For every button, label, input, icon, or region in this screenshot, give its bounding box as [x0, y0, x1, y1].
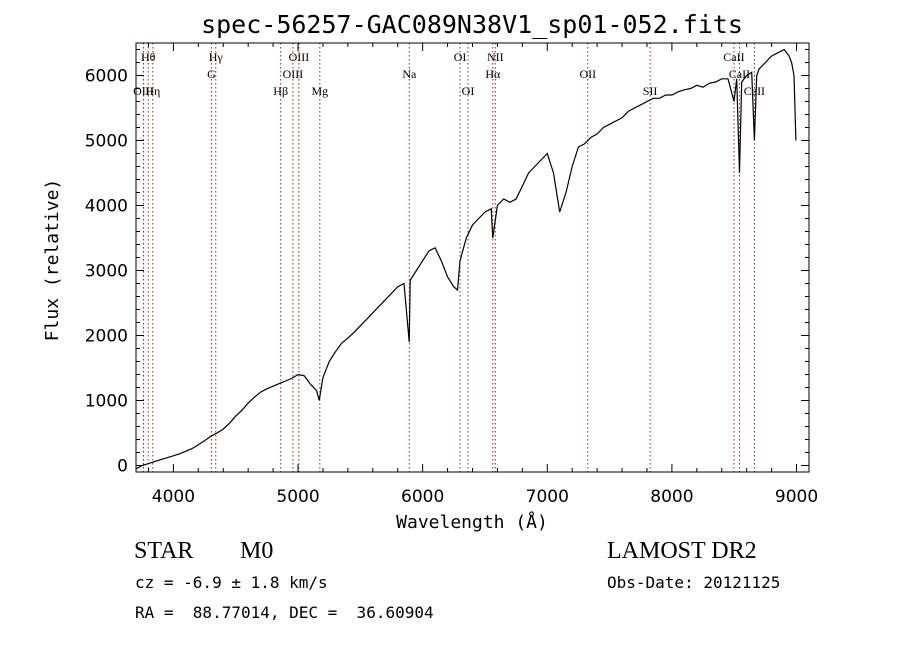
line-marker-label: CaII [723, 50, 744, 64]
y-tick-label: 6000 [85, 67, 128, 87]
line-marker-label: CaII [729, 67, 750, 81]
object-subclass: M0 [240, 538, 274, 564]
y-tick-label: 5000 [85, 132, 128, 152]
line-marker-label: Na [402, 67, 417, 81]
line-marker-label: OIII [133, 84, 154, 98]
line-marker-label: OII [579, 67, 596, 81]
x-tick-label: 7000 [526, 487, 569, 507]
line-marker-label: G [207, 67, 216, 81]
coordinates: RA = 88.77014, DEC = 36.60904 [135, 603, 434, 622]
x-tick-label: 9000 [775, 487, 818, 507]
line-marker-label: OIII [289, 50, 310, 64]
emission-absorption-line-markers [142, 43, 755, 472]
line-marker-label: OI [462, 84, 475, 98]
survey-name: LAMOST DR2 [607, 538, 757, 564]
line-marker-label: Hγ [209, 50, 224, 64]
x-tick-label: 5000 [276, 487, 319, 507]
line-marker-label: OI [454, 50, 467, 64]
line-marker-label: OIII [283, 67, 304, 81]
y-tick-label: 0 [117, 457, 128, 477]
line-marker-label: SII [643, 84, 658, 98]
plot-frame [135, 42, 810, 473]
y-axis-ticks: 0 1000 2000 3000 4000 5000 6000 [85, 49, 809, 477]
line-marker-label: NII [487, 50, 504, 64]
y-axis-label: Flux (relative) [42, 179, 63, 342]
y-tick-label: 3000 [85, 262, 128, 282]
x-axis-ticks: 4000 5000 6000 7000 8000 9000 [147, 43, 818, 507]
observation-date: Obs-Date: 20121125 [607, 573, 781, 592]
x-axis-label: Wavelength (Å) [396, 511, 548, 533]
x-tick-label: 6000 [401, 487, 444, 507]
redshift-velocity: cz = -6.9 ± 1.8 km/s [135, 573, 328, 592]
line-marker-label: Hθ [141, 50, 156, 64]
y-tick-label: 1000 [85, 392, 128, 412]
x-tick-label: 8000 [650, 487, 693, 507]
line-marker-label: Mg [311, 84, 328, 98]
object-class: STAR [134, 538, 194, 564]
line-marker-label: Hα [485, 67, 501, 81]
chart-title: spec-56257-GAC089N38V1_sp01-052.fits [201, 10, 743, 39]
spectrum-line [135, 48, 797, 470]
x-tick-label: 4000 [152, 487, 195, 507]
line-marker-label: CaII [744, 84, 765, 98]
y-tick-label: 4000 [85, 197, 128, 217]
line-marker-label: Hβ [273, 84, 288, 98]
y-tick-label: 2000 [85, 327, 128, 347]
line-marker-label: Hη [145, 84, 160, 98]
